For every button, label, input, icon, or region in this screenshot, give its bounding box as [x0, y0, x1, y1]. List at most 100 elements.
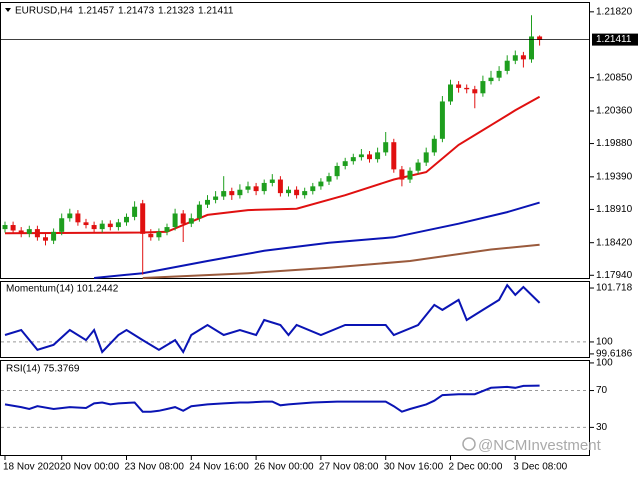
x-tick-label: 20 Nov 00:00 — [60, 462, 120, 473]
candle-body — [229, 191, 235, 196]
candle-body — [67, 213, 73, 219]
candle-body — [342, 161, 348, 166]
y-tick-label: 1.17940 — [596, 270, 633, 281]
candle-body — [375, 152, 381, 160]
candle-body — [99, 223, 105, 230]
candle-body — [75, 213, 81, 223]
candle-body — [334, 165, 340, 177]
candle-body — [245, 186, 251, 190]
candle-body — [26, 229, 32, 234]
candle-body — [480, 81, 486, 94]
candle-body — [537, 36, 543, 40]
candle-body — [431, 138, 437, 153]
candle-body — [318, 181, 324, 187]
x-tick-label: 2 Dec 00:00 — [449, 462, 503, 473]
indicator-title: Momentum(14) 101.2442 — [6, 284, 119, 295]
x-tick-label: 24 Nov 16:00 — [189, 462, 249, 473]
x-tick-label: 30 Nov 16:00 — [384, 462, 444, 473]
indicator-line — [4, 283, 541, 355]
candle-body — [188, 218, 194, 224]
candle-body — [326, 176, 332, 182]
header: EURUSD,H4 1.21457 1.21473 1.21323 1.2141… — [15, 6, 234, 17]
candle-body — [512, 55, 518, 61]
momentum-panel — [0, 281, 590, 358]
y-tick-label: 70 — [596, 385, 608, 396]
symbol-marker — [5, 8, 11, 12]
candle-body — [83, 222, 89, 226]
candle-body — [172, 213, 178, 228]
candle-body — [148, 233, 154, 238]
x-tick-label: 3 Dec 08:00 — [513, 462, 567, 473]
candle-body — [51, 231, 57, 241]
low: 1.21323 — [158, 6, 195, 17]
x-tick-label: 26 Nov 00:00 — [254, 462, 314, 473]
candle-body — [350, 157, 356, 162]
candle-body — [10, 225, 16, 231]
candle-body — [180, 213, 186, 224]
rsi-panel — [0, 360, 590, 456]
x-tick-label: 18 Nov 2020 — [3, 462, 60, 473]
candle-body — [456, 84, 462, 88]
indicator-title: RSI(14) 75.3769 — [6, 364, 80, 375]
candle-body — [196, 204, 202, 219]
candle-body — [358, 154, 364, 158]
candle-body — [18, 230, 24, 234]
candle-body — [529, 36, 534, 60]
candle-body — [115, 222, 121, 228]
current-price-label: 1.21411 — [596, 34, 632, 45]
high: 1.21473 — [118, 6, 155, 17]
candle-body — [496, 70, 502, 78]
candle-body — [383, 142, 389, 153]
x-tick-label: 27 Nov 08:00 — [319, 462, 379, 473]
candle-body — [520, 55, 526, 60]
candle-body — [156, 231, 162, 238]
candle-body — [124, 216, 129, 223]
y-tick-label: 99.6186 — [596, 349, 633, 360]
x-tick-label: 23 Nov 08:00 — [125, 462, 185, 473]
y-tick-label: 101.718 — [596, 283, 633, 294]
y-tick-label: 1.18910 — [596, 204, 633, 215]
indicator-line — [4, 384, 540, 413]
candle-body — [391, 142, 397, 170]
candle-body — [310, 186, 316, 192]
candle-body — [132, 206, 138, 217]
candle-body — [464, 87, 470, 90]
candle-body — [261, 182, 267, 192]
candle-body — [59, 218, 65, 232]
moving-average — [142, 243, 540, 279]
moving-average — [94, 201, 540, 279]
y-tick-label: 100 — [596, 358, 613, 369]
candle-body — [472, 89, 478, 94]
close: 1.21411 — [198, 6, 234, 17]
candle-body — [43, 237, 48, 241]
current-price-box — [592, 33, 638, 46]
candle-body — [253, 186, 259, 192]
y-tick-label: 1.20360 — [596, 106, 633, 117]
candle-body — [164, 227, 170, 232]
candle-body — [302, 191, 308, 196]
y-tick-label: 1.20850 — [596, 72, 633, 83]
candle-body — [269, 179, 275, 183]
candle-body — [107, 223, 113, 228]
candle-body — [504, 60, 510, 71]
candle-body — [91, 225, 97, 230]
candle-body — [205, 199, 210, 205]
candle-body — [439, 101, 445, 139]
candle-body — [2, 225, 8, 230]
main-panel — [0, 2, 590, 279]
candle-body — [286, 189, 291, 194]
candle-body — [399, 169, 405, 180]
y-tick-label: 1.18420 — [596, 237, 633, 248]
candle-body — [34, 229, 40, 238]
candle-body — [237, 189, 243, 196]
y-tick-label: 1.19880 — [596, 138, 633, 149]
y-tick-label: 1.21820 — [596, 6, 633, 17]
y-tick-label: 1.19390 — [596, 171, 633, 182]
candle-body — [277, 179, 283, 194]
y-tick-label: 30 — [596, 422, 608, 433]
candle-body — [221, 191, 227, 197]
watermark-icon — [462, 437, 476, 451]
candle-body — [407, 170, 413, 180]
